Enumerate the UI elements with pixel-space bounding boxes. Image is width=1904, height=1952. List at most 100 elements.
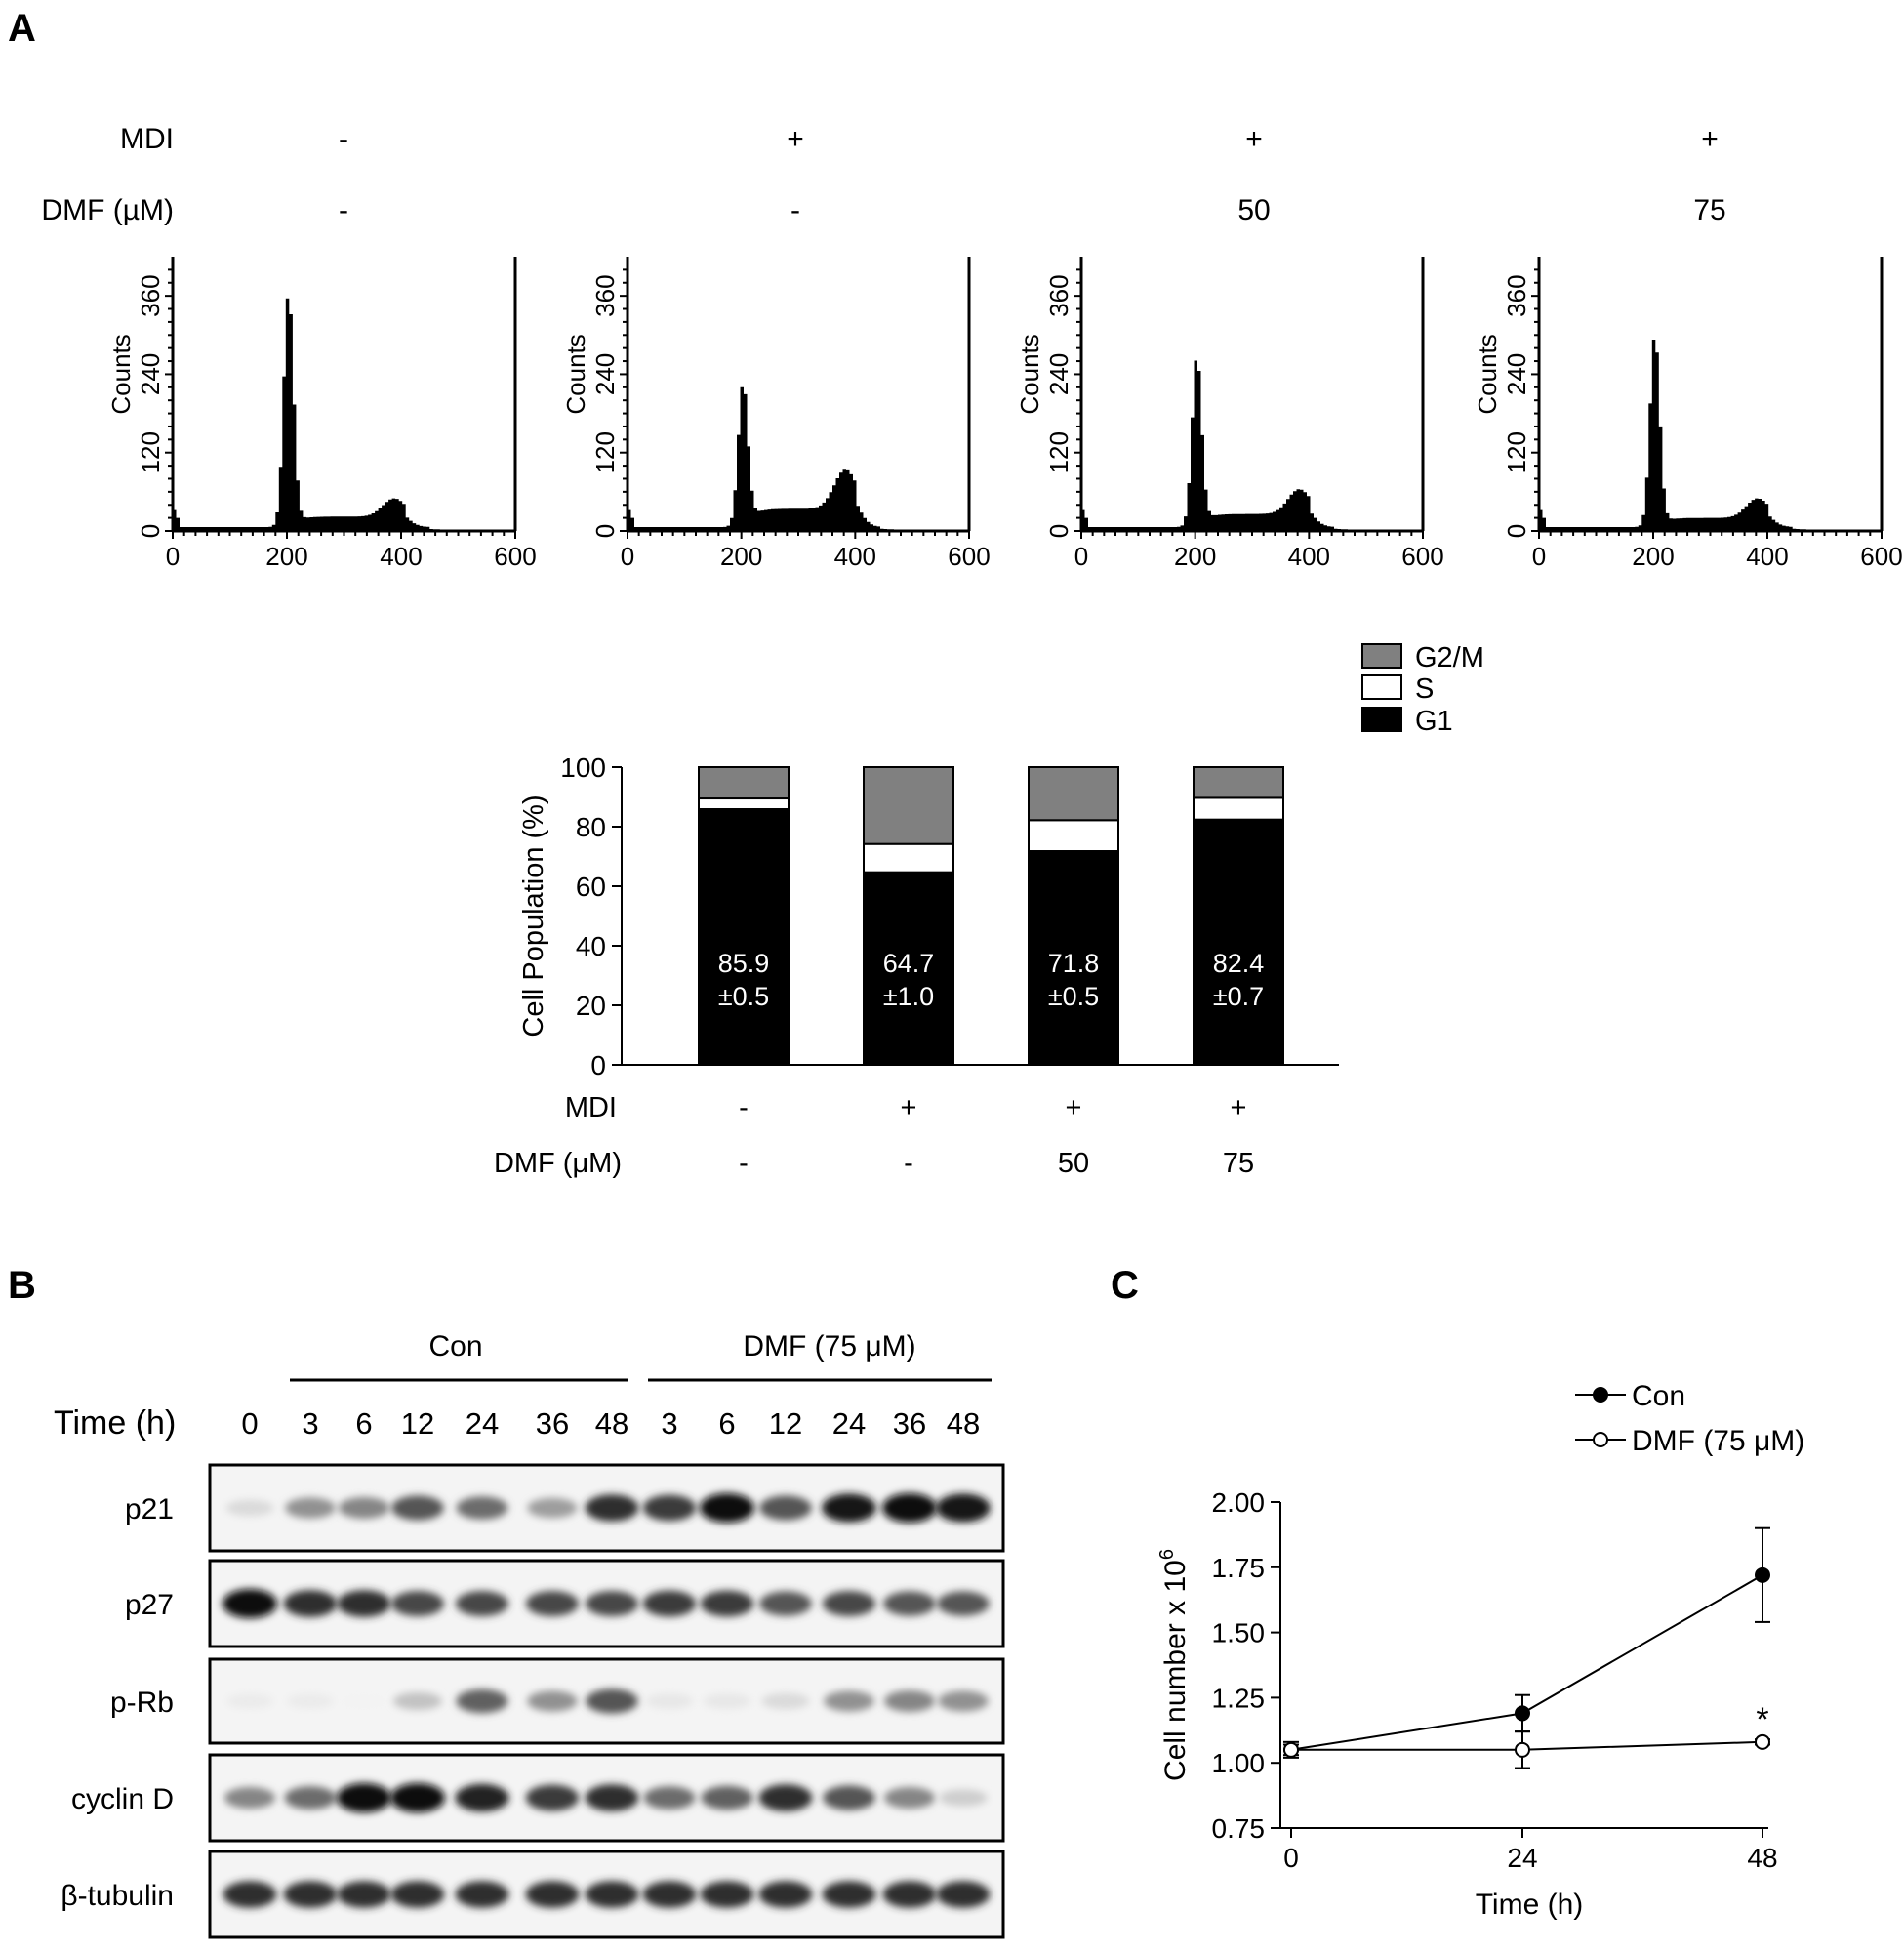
time-point-label: 0 xyxy=(241,1406,258,1441)
series-dmf xyxy=(1283,1730,1770,1769)
legend-label: G1 xyxy=(1415,706,1453,737)
data-point xyxy=(1283,1741,1299,1758)
line-y-tick-label: 2.00 xyxy=(1212,1487,1266,1518)
histogram-y-tick-label: 360 xyxy=(136,274,165,316)
blot-band xyxy=(882,1881,937,1908)
blot-band xyxy=(642,1494,697,1522)
legend-label: S xyxy=(1415,673,1434,705)
data-point xyxy=(1755,1733,1770,1750)
blot-band xyxy=(761,1692,810,1710)
blot-band xyxy=(455,1881,509,1908)
bar-segment-g2m xyxy=(1028,766,1119,822)
blot-band xyxy=(527,1690,578,1712)
bar-value-label: 85.9 xyxy=(718,949,770,978)
histogram-x-tick-label: 200 xyxy=(265,542,307,571)
bar-segment-g1 xyxy=(1193,818,1284,1066)
blot-band xyxy=(700,1493,754,1523)
blot-band xyxy=(938,1690,989,1712)
bar-error-label: ±0.7 xyxy=(1213,982,1264,1011)
histogram-area xyxy=(628,386,969,531)
blot-band xyxy=(390,1881,445,1908)
series-con xyxy=(1283,1526,1770,1759)
time-point-label: 36 xyxy=(536,1406,569,1441)
blot-band xyxy=(585,1784,639,1811)
blot-band xyxy=(822,1493,876,1523)
time-point-label: 48 xyxy=(947,1406,980,1441)
time-point-label: 3 xyxy=(661,1406,677,1441)
histogram-area xyxy=(173,298,515,531)
legend-label: Con xyxy=(1632,1380,1685,1412)
bar-value-label: 82.4 xyxy=(1213,949,1265,978)
bar-y-tick-label: 40 xyxy=(576,931,606,961)
group-label-dmf: DMF (75 μM) xyxy=(743,1330,915,1362)
blot-cyclind: cyclin D xyxy=(71,1753,1005,1843)
histogram-x-tick-label: 400 xyxy=(1746,542,1788,571)
histogram-y-tick-label: 360 xyxy=(1502,274,1531,316)
blot-band xyxy=(337,1783,391,1812)
blot-band xyxy=(339,1497,389,1519)
histogram-x-tick-label: 200 xyxy=(720,542,762,571)
bar-y-tick-label: 20 xyxy=(576,991,606,1021)
histogram-y-tick-label: 0 xyxy=(590,524,620,538)
condition-dmf-label: - xyxy=(339,194,348,226)
histogram-y-label: Counts xyxy=(1015,334,1044,414)
bar-y-tick-label: 100 xyxy=(560,752,606,783)
time-point-label: 36 xyxy=(893,1406,926,1441)
data-point xyxy=(1515,1741,1530,1758)
blot-band xyxy=(884,1690,935,1712)
bar-y-tick-label: 0 xyxy=(590,1050,606,1080)
bar-segment-s xyxy=(698,797,790,811)
bar-error-label: ±0.5 xyxy=(718,982,769,1011)
line-x-tick-label: 24 xyxy=(1507,1843,1537,1873)
histogram-y-tick-label: 120 xyxy=(136,431,165,473)
legend-marker xyxy=(1593,1387,1608,1403)
panel-c-letter: C xyxy=(1111,1264,1139,1307)
blot-band xyxy=(585,1494,639,1522)
bar-segment-g1 xyxy=(698,808,790,1066)
bar-dmf-row-label: DMF (μM) xyxy=(494,1148,622,1179)
blot-band xyxy=(642,1590,697,1617)
condition-dmf-label: 50 xyxy=(1237,194,1270,226)
bar-dmf-category: - xyxy=(904,1148,913,1179)
histogram-x-tick-label: 600 xyxy=(1401,542,1443,571)
bar-y-tick-label: 60 xyxy=(576,872,606,902)
line-y-tick-label: 1.25 xyxy=(1212,1683,1266,1713)
bar-y-label: Cell Population (%) xyxy=(518,794,549,1037)
histogram-x-tick-label: 400 xyxy=(834,542,876,571)
histogram-x-tick-label: 0 xyxy=(1074,542,1088,571)
histogram-x-tick-label: 200 xyxy=(1174,542,1216,571)
bar-segment-s xyxy=(1193,796,1284,821)
blot-band xyxy=(456,1591,508,1616)
legend-swatch xyxy=(1361,707,1402,732)
histogram-y-tick-label: 240 xyxy=(1502,353,1531,395)
blot-tubulin: β-tubulin xyxy=(61,1850,1005,1939)
blot-band xyxy=(823,1591,875,1616)
bar-segment-g2m xyxy=(1193,766,1284,799)
histogram-x-tick-label: 400 xyxy=(1288,542,1330,571)
line-x-tick-label: 0 xyxy=(1283,1843,1299,1873)
blot-p21: p21 xyxy=(125,1463,1005,1553)
time-point-label: 6 xyxy=(355,1406,372,1441)
blot-band xyxy=(393,1692,442,1710)
panel-a-letter: A xyxy=(8,7,36,50)
line-y-tick-label: 0.75 xyxy=(1212,1813,1266,1844)
line-chart: 0.75 1.00 1.25 1.50 1.75 2.00 0 24 48 Time (h) Cel… xyxy=(1156,1380,1804,1921)
blot-band xyxy=(284,1786,337,1810)
bar-error-label: ±1.0 xyxy=(883,982,934,1011)
histogram-x-tick-label: 0 xyxy=(166,542,180,571)
histogram-y-tick-label: 360 xyxy=(590,274,620,316)
histogram-y-tick-label: 0 xyxy=(136,524,165,538)
blot-band xyxy=(759,1591,812,1616)
panel-b-letter: B xyxy=(8,1264,36,1307)
blot-band xyxy=(884,1787,935,1809)
condition-mdi-label: + xyxy=(787,123,804,155)
time-point-label: 48 xyxy=(595,1406,628,1441)
blot-p27: p27 xyxy=(125,1559,1005,1648)
blot-band xyxy=(455,1783,509,1812)
bar-mdi-category: + xyxy=(1231,1092,1247,1123)
blot-band xyxy=(337,1590,391,1617)
line-y-tick-label: 1.50 xyxy=(1212,1618,1266,1648)
line-x-label: Time (h) xyxy=(1476,1889,1584,1921)
data-point xyxy=(1515,1705,1530,1722)
